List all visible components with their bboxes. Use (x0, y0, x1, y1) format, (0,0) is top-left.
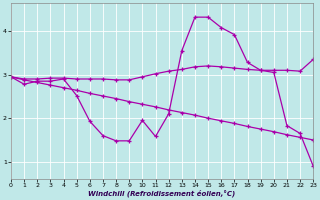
X-axis label: Windchill (Refroidissement éolien,°C): Windchill (Refroidissement éolien,°C) (88, 190, 236, 197)
